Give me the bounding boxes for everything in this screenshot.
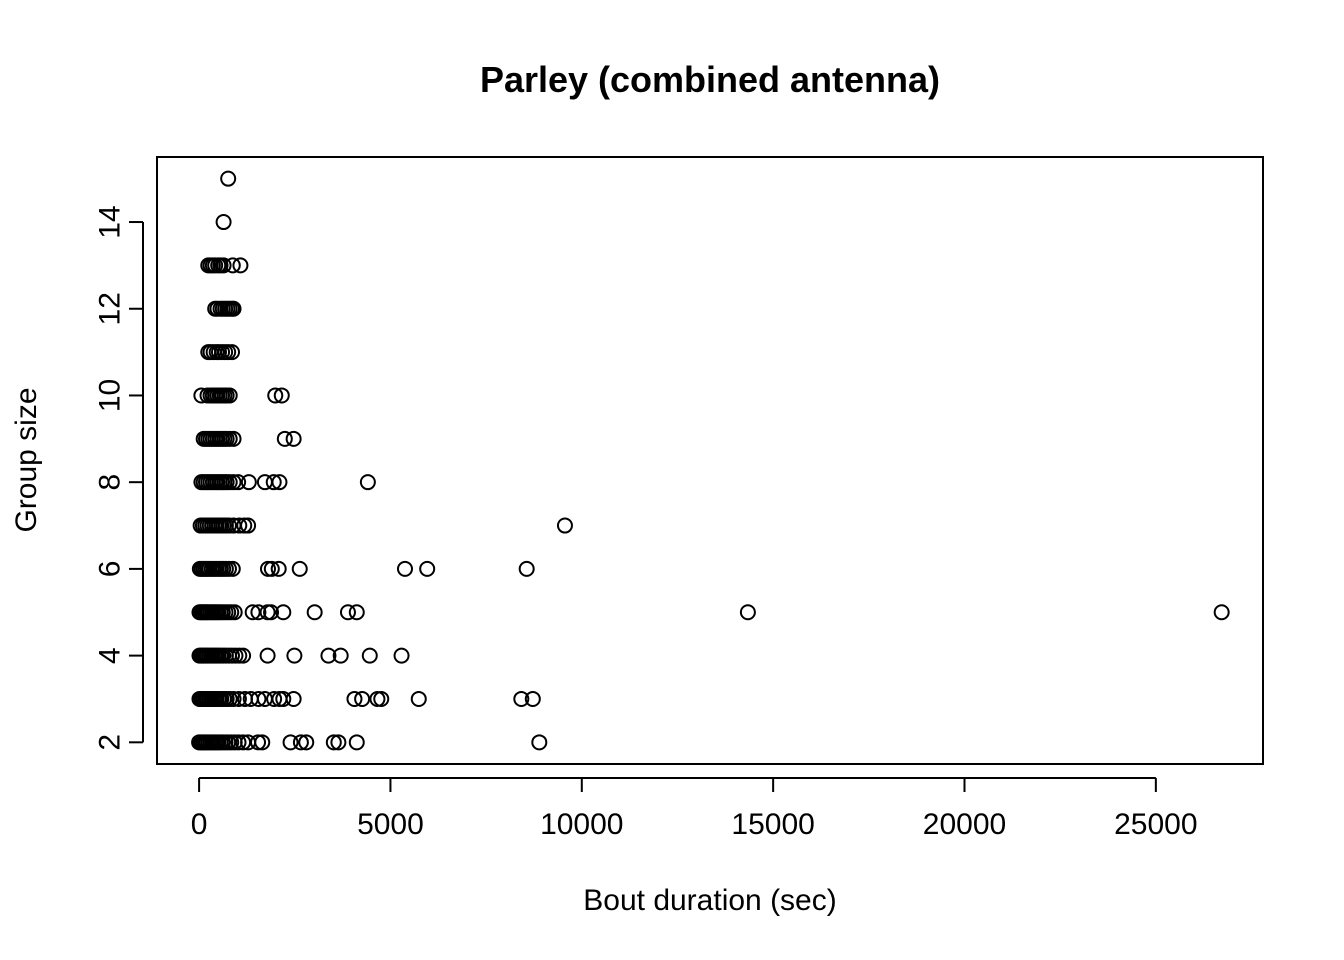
data-point: [285, 430, 302, 447]
data-point: [361, 647, 378, 664]
data-point: [240, 474, 257, 491]
data-point: [396, 560, 413, 577]
x-tick-label: 25000: [1114, 808, 1197, 841]
data-point: [410, 690, 427, 707]
data-point: [225, 690, 242, 707]
data-point: [235, 647, 252, 664]
data-point: [250, 734, 267, 751]
data-point: [339, 604, 356, 621]
x-tick-label: 5000: [357, 808, 424, 841]
data-point: [220, 170, 237, 187]
data-point: [524, 690, 541, 707]
data-point: [220, 517, 237, 534]
data-point: [513, 690, 530, 707]
x-axis-label: Bout duration (sec): [583, 884, 836, 917]
data-point: [332, 647, 349, 664]
data-point: [271, 474, 288, 491]
data-point: [224, 344, 241, 361]
y-tick-label: 10: [94, 379, 127, 412]
plot-frame: [156, 156, 1264, 765]
data-point: [325, 734, 342, 751]
data-point: [373, 690, 390, 707]
data-point: [306, 604, 323, 621]
data-point: [230, 734, 247, 751]
data-point: [225, 300, 242, 317]
data-point: [518, 560, 535, 577]
data-point: [267, 387, 284, 404]
x-axis: 0 5000 10000 15000 20000 25000: [191, 777, 1198, 841]
data-point: [259, 604, 276, 621]
data-point: [298, 734, 315, 751]
data-point: [259, 647, 276, 664]
y-tick-label: 12: [94, 292, 127, 325]
data-point: [346, 690, 363, 707]
data-point: [330, 734, 347, 751]
data-point: [266, 690, 283, 707]
data-point: [221, 387, 238, 404]
y-axis: 2 4 6 8 10 12 14: [94, 205, 144, 751]
data-point: [215, 257, 232, 274]
data-point: [282, 734, 299, 751]
data-point: [739, 604, 756, 621]
data-points: [191, 170, 1230, 751]
data-point: [225, 474, 242, 491]
data-point: [224, 257, 241, 274]
data-point: [354, 690, 371, 707]
data-point: [250, 690, 267, 707]
data-point: [265, 474, 282, 491]
data-point: [393, 647, 410, 664]
data-point: [276, 430, 293, 447]
data-point: [292, 734, 309, 751]
y-tick-label: 4: [94, 647, 127, 664]
data-point: [359, 474, 376, 491]
data-point: [291, 560, 308, 577]
data-point: [231, 517, 248, 534]
y-axis-label: Group size: [10, 387, 43, 532]
data-point: [273, 387, 290, 404]
data-point: [275, 690, 292, 707]
data-point: [263, 604, 280, 621]
data-point: [232, 257, 249, 274]
data-point: [226, 604, 243, 621]
data-point: [215, 214, 232, 231]
data-point: [240, 517, 257, 534]
data-point: [275, 604, 292, 621]
data-point: [230, 690, 247, 707]
data-point: [285, 690, 302, 707]
data-point: [348, 734, 365, 751]
data-point: [263, 560, 280, 577]
data-point: [254, 734, 271, 751]
data-point: [419, 560, 436, 577]
data-point: [224, 560, 241, 577]
y-tick-label: 8: [94, 474, 127, 491]
data-point: [1213, 604, 1230, 621]
data-point: [286, 647, 303, 664]
y-tick-label: 2: [94, 734, 127, 751]
data-point: [270, 560, 287, 577]
data-point: [225, 430, 242, 447]
y-tick-label: 6: [94, 561, 127, 578]
y-tick-label: 14: [94, 205, 127, 238]
x-tick-label: 0: [191, 808, 208, 841]
data-point: [230, 474, 247, 491]
data-point: [531, 734, 548, 751]
data-point: [556, 517, 573, 534]
x-tick-label: 10000: [540, 808, 623, 841]
x-tick-label: 15000: [731, 808, 814, 841]
x-tick-label: 20000: [923, 808, 1006, 841]
data-point: [348, 604, 365, 621]
chart-title: Parley (combined antenna): [480, 59, 940, 100]
data-point: [250, 604, 267, 621]
data-point: [320, 647, 337, 664]
